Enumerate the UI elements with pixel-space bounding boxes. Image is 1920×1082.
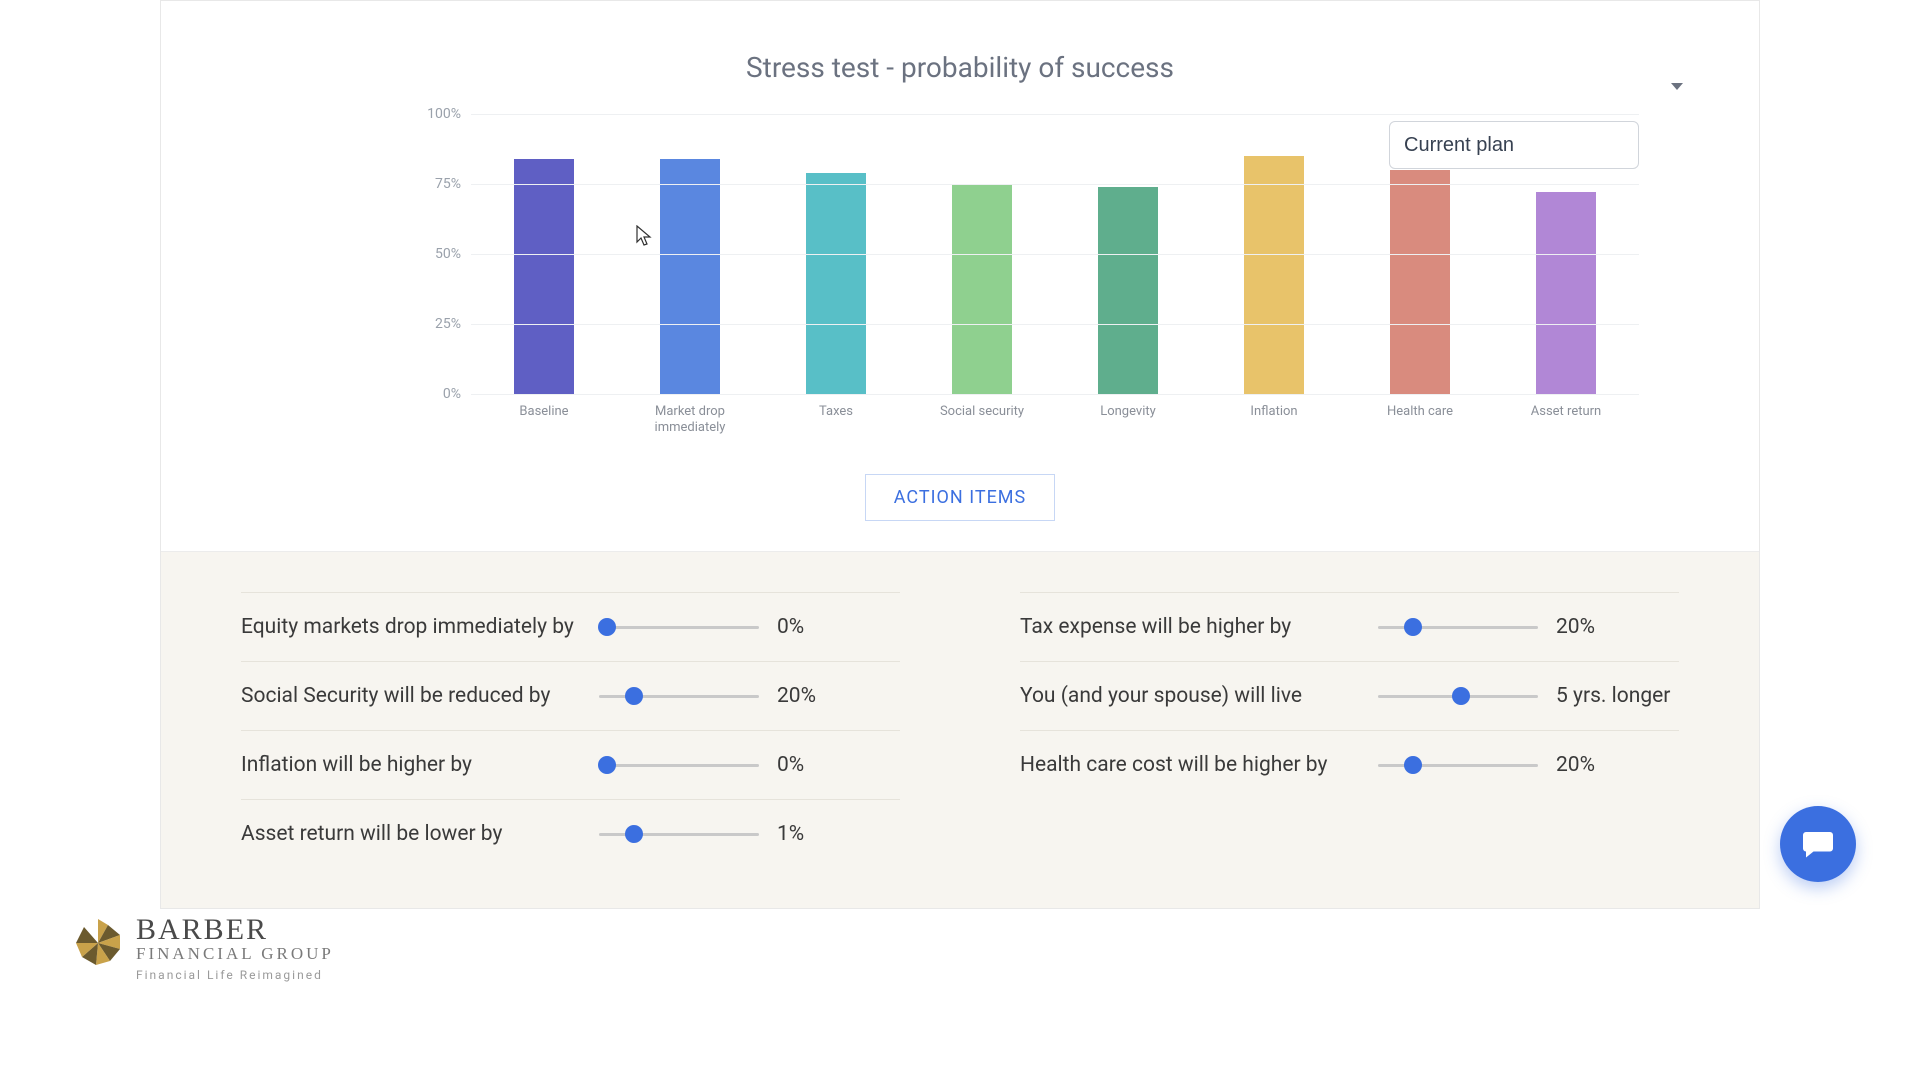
slider-track xyxy=(599,695,759,698)
x-axis-label: Social security xyxy=(909,404,1055,437)
slider[interactable] xyxy=(599,617,759,637)
slider-label: Equity markets drop immediately by xyxy=(241,615,581,639)
slider[interactable] xyxy=(599,755,759,775)
gridline xyxy=(471,114,1639,115)
slider-row: Equity markets drop immediately by 0% xyxy=(241,592,900,661)
logo-name: BARBER xyxy=(136,915,334,945)
gridline xyxy=(471,184,1639,185)
slider-row: You (and your spouse) will live 5 yrs. lo… xyxy=(1020,661,1679,730)
slider-row: Tax expense will be higher by 20% xyxy=(1020,592,1679,661)
slider-thumb[interactable] xyxy=(625,687,643,705)
pinwheel-icon xyxy=(70,915,126,971)
slider[interactable] xyxy=(599,824,759,844)
slider-thumb[interactable] xyxy=(1404,618,1422,636)
y-tick-label: 75% xyxy=(411,176,461,192)
y-tick-label: 100% xyxy=(411,106,461,122)
sliders-grid: Equity markets drop immediately by 0% Soci… xyxy=(241,592,1679,868)
chart-section: Stress test - probability of success Cur… xyxy=(161,1,1759,551)
slider-track xyxy=(1378,764,1538,767)
x-axis-label: Health care xyxy=(1347,404,1493,437)
slider-thumb[interactable] xyxy=(598,756,616,774)
slider-row: Social Security will be reduced by 20% xyxy=(241,661,900,730)
slider-label: Tax expense will be higher by xyxy=(1020,615,1360,639)
slider-track xyxy=(1378,626,1538,629)
chart-title: Stress test - probability of success xyxy=(221,51,1699,84)
x-axis-label: Baseline xyxy=(471,404,617,437)
logo-tagline: Financial Life Reimagined xyxy=(136,968,334,982)
slider-thumb[interactable] xyxy=(1452,687,1470,705)
bar[interactable] xyxy=(806,173,866,394)
slider[interactable] xyxy=(1378,755,1538,775)
logo-mark xyxy=(70,915,126,971)
slider-label: Social Security will be reduced by xyxy=(241,684,581,708)
x-axis-label: Asset return xyxy=(1493,404,1639,437)
action-items-tab[interactable]: ACTION ITEMS xyxy=(865,474,1055,521)
slider-track xyxy=(599,833,759,836)
slider[interactable] xyxy=(1378,617,1538,637)
slider-thumb[interactable] xyxy=(625,825,643,843)
slider-label: You (and your spouse) will live xyxy=(1020,684,1360,708)
bar[interactable] xyxy=(1098,187,1158,394)
slider-row: Health care cost will be higher by 20% xyxy=(1020,730,1679,799)
slider-value: 5 yrs. longer xyxy=(1556,684,1670,708)
bar[interactable] xyxy=(1244,156,1304,394)
gridline xyxy=(471,324,1639,325)
slider-value: 1% xyxy=(777,822,837,846)
slider-track xyxy=(599,764,759,767)
brand-logo: BARBER FINANCIAL GROUP Financial Life Re… xyxy=(70,915,334,982)
slider-row: Inflation will be higher by 0% xyxy=(241,730,900,799)
slider-label: Asset return will be lower by xyxy=(241,822,581,846)
sliders-column-left: Equity markets drop immediately by 0% Soci… xyxy=(241,592,900,868)
slider-value: 20% xyxy=(1556,615,1616,639)
y-tick-label: 25% xyxy=(411,316,461,332)
slider-row: Asset return will be lower by 1% xyxy=(241,799,900,868)
chart-plot: 0%25%50%75%100% xyxy=(471,114,1639,394)
slider-thumb[interactable] xyxy=(598,618,616,636)
bar[interactable] xyxy=(952,184,1012,394)
slider[interactable] xyxy=(1378,686,1538,706)
x-axis-label: Taxes xyxy=(763,404,909,437)
sliders-column-right: Tax expense will be higher by 20% You (and… xyxy=(1020,592,1679,868)
x-axis-label: Market drop immediately xyxy=(617,404,763,437)
sliders-section: Equity markets drop immediately by 0% Soci… xyxy=(161,551,1759,908)
y-tick-label: 50% xyxy=(411,246,461,262)
dashboard-panel: Stress test - probability of success Cur… xyxy=(160,0,1760,909)
bar[interactable] xyxy=(1536,192,1596,394)
action-tab-row: ACTION ITEMS xyxy=(221,474,1699,521)
slider-label: Health care cost will be higher by xyxy=(1020,753,1360,777)
slider[interactable] xyxy=(599,686,759,706)
gridline xyxy=(471,394,1639,395)
bar[interactable] xyxy=(660,159,720,394)
slider-value: 0% xyxy=(777,753,837,777)
bar[interactable] xyxy=(1390,170,1450,394)
y-tick-label: 0% xyxy=(411,386,461,402)
gridline xyxy=(471,254,1639,255)
x-axis-label: Longevity xyxy=(1055,404,1201,437)
slider-value: 0% xyxy=(777,615,837,639)
slider-value: 20% xyxy=(777,684,837,708)
slider-track xyxy=(1378,695,1538,698)
slider-value: 20% xyxy=(1556,753,1616,777)
slider-track xyxy=(599,626,759,629)
x-axis-labels: BaselineMarket drop immediatelyTaxesSoci… xyxy=(471,404,1639,437)
slider-thumb[interactable] xyxy=(1404,756,1422,774)
logo-subname: FINANCIAL GROUP xyxy=(136,945,334,964)
x-axis-label: Inflation xyxy=(1201,404,1347,437)
bar[interactable] xyxy=(514,159,574,394)
chart-area: 0%25%50%75%100% BaselineMarket drop imme… xyxy=(401,114,1639,434)
chat-icon xyxy=(1800,826,1836,862)
logo-text: BARBER FINANCIAL GROUP Financial Life Re… xyxy=(136,915,334,982)
slider-label: Inflation will be higher by xyxy=(241,753,581,777)
chat-fab[interactable] xyxy=(1780,806,1856,882)
